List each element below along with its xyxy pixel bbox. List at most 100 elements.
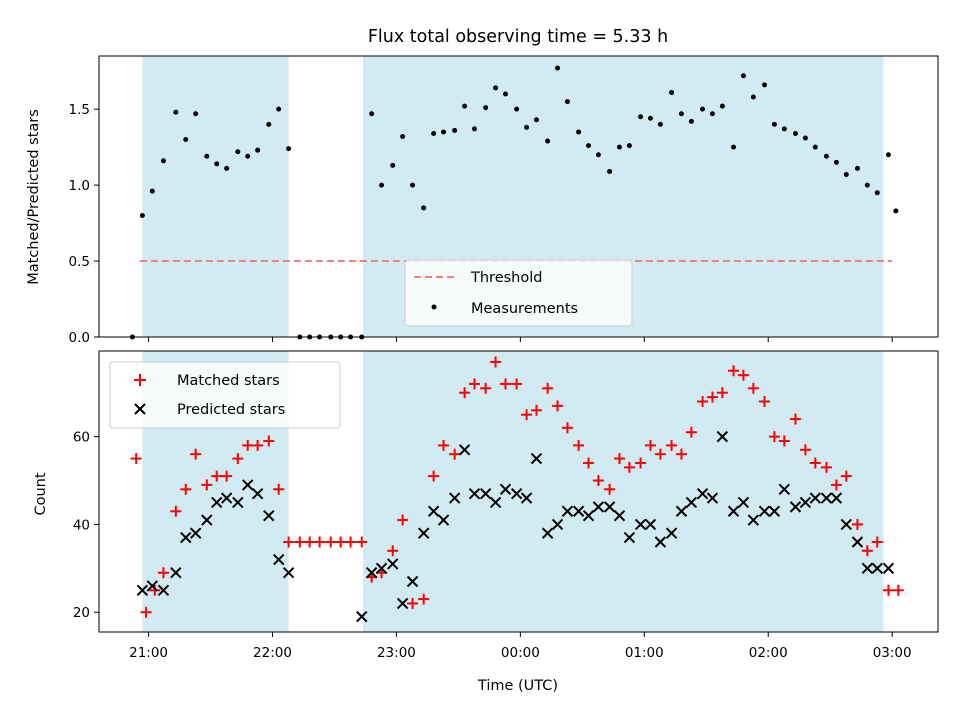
measurement-point [245, 153, 251, 159]
predicted-star-marker [851, 536, 864, 548]
measurement-point [812, 144, 818, 150]
matched-star-marker [428, 470, 440, 482]
matched-star-marker [623, 461, 635, 473]
predicted-star-marker [427, 505, 440, 517]
legend-predicted-label: Predicted stars [177, 402, 285, 418]
matched-star-marker [252, 439, 264, 451]
matched-star-marker [469, 378, 481, 390]
measurement-point [173, 109, 179, 115]
top-legend: Threshold Measurements [404, 259, 633, 327]
predicted-star-marker [799, 496, 812, 509]
measurement-point [626, 143, 632, 149]
predicted-star-marker [789, 501, 802, 513]
measurement-point [750, 94, 756, 100]
predicted-star-marker [727, 505, 740, 517]
predicted-star-marker [882, 562, 895, 575]
predicted-star-marker [603, 501, 616, 513]
predicted-star-marker [634, 518, 647, 531]
bottom-legend: Matched stars Predicted stars [109, 361, 341, 429]
predicted-star-marker [211, 496, 223, 509]
matched-star-marker [728, 365, 740, 377]
predicted-star-marker [582, 509, 595, 522]
bottom-y-tick-label: 20 [73, 605, 90, 621]
measurement-point [493, 85, 499, 91]
measurement-point [441, 129, 447, 135]
measurement-point [390, 162, 396, 168]
predicted-star-marker [448, 492, 461, 504]
measurement-point [193, 111, 199, 117]
predicted-star-marker [242, 479, 254, 491]
measurement-point [802, 135, 808, 141]
x-tick-label: 22:00 [253, 645, 292, 661]
matched-star-marker [882, 584, 894, 596]
predicted-star-marker [396, 597, 409, 610]
predicted-star-marker [706, 492, 719, 504]
measurement-point [781, 126, 787, 132]
matched-star-marker [356, 536, 368, 548]
predicted-star-marker [263, 509, 275, 522]
top-y-tick-label: 1.5 [69, 102, 90, 118]
measurement-point [586, 143, 592, 149]
matched-star-marker [511, 378, 523, 390]
measurement-point [533, 117, 539, 123]
matched-star-marker [789, 413, 801, 425]
predicted-star-marker [685, 496, 698, 509]
predicted-star-marker [768, 505, 781, 517]
predicted-star-marker [510, 487, 523, 500]
matched-star-marker [140, 606, 152, 618]
predicted-star-marker [356, 610, 368, 623]
legend-measurements-swatch [431, 304, 437, 310]
measurement-point [545, 138, 551, 144]
matched-star-marker [314, 536, 326, 548]
measurement-point [700, 106, 706, 112]
measurement-point [400, 134, 406, 140]
bottom-y-axis: 20 40 60 [73, 430, 99, 621]
predicted-star-marker [170, 567, 182, 579]
predicted-star-marker [499, 483, 512, 496]
measurement-point [235, 149, 241, 155]
matched-star-marker [480, 382, 492, 394]
measurement-point [864, 182, 870, 188]
top-x-ticks [148, 337, 893, 342]
matched-star-marker [459, 387, 471, 399]
measurement-point [607, 168, 613, 174]
measurement-point [771, 121, 777, 127]
predicted-star-marker [387, 558, 399, 570]
matched-star-marker [871, 536, 883, 548]
measurement-point [638, 114, 644, 120]
measurement-point [709, 111, 715, 117]
matched-star-marker [768, 431, 780, 443]
x-tick-label: 03:00 [873, 645, 912, 661]
matched-star-marker [583, 457, 595, 469]
predicted-star-markers [136, 430, 895, 623]
matched-star-marker [654, 448, 666, 460]
matched-star-marker [830, 479, 842, 491]
matched-star-marker [758, 395, 770, 407]
predicted-star-marker [189, 527, 202, 539]
matched-star-marker [387, 545, 399, 557]
matched-star-marker [778, 435, 790, 447]
matched-star-marker [820, 461, 832, 473]
bottom-y-axis-title: Count [33, 472, 49, 515]
measurement-point [410, 182, 416, 188]
predicted-star-marker [282, 567, 295, 579]
predicted-star-marker [716, 430, 729, 443]
predicted-star-marker [489, 496, 502, 509]
top-y-tick-label: 0.0 [69, 330, 90, 346]
predicted-star-marker [365, 567, 378, 579]
matched-star-marker [345, 536, 357, 548]
matched-star-marker [675, 448, 687, 460]
bottom-panel: 20 40 60 21:00 22:00 23:00 00:00 01:00 02:00 03:… [33, 350, 939, 694]
matched-star-marker [190, 448, 202, 460]
matched-star-marker [170, 505, 182, 517]
matched-star-marker [706, 391, 718, 403]
measurement-point [452, 127, 458, 133]
predicted-star-marker [696, 487, 709, 500]
top-y-tick-label: 1.0 [69, 178, 90, 194]
matched-star-marker [211, 470, 223, 482]
matched-star-marker [418, 593, 430, 605]
bottom-y-tick-label: 40 [73, 517, 90, 533]
bottom-axes-frame [98, 350, 939, 633]
predicted-star-marker [820, 492, 833, 504]
top-y-tick-label: 0.5 [69, 254, 90, 270]
